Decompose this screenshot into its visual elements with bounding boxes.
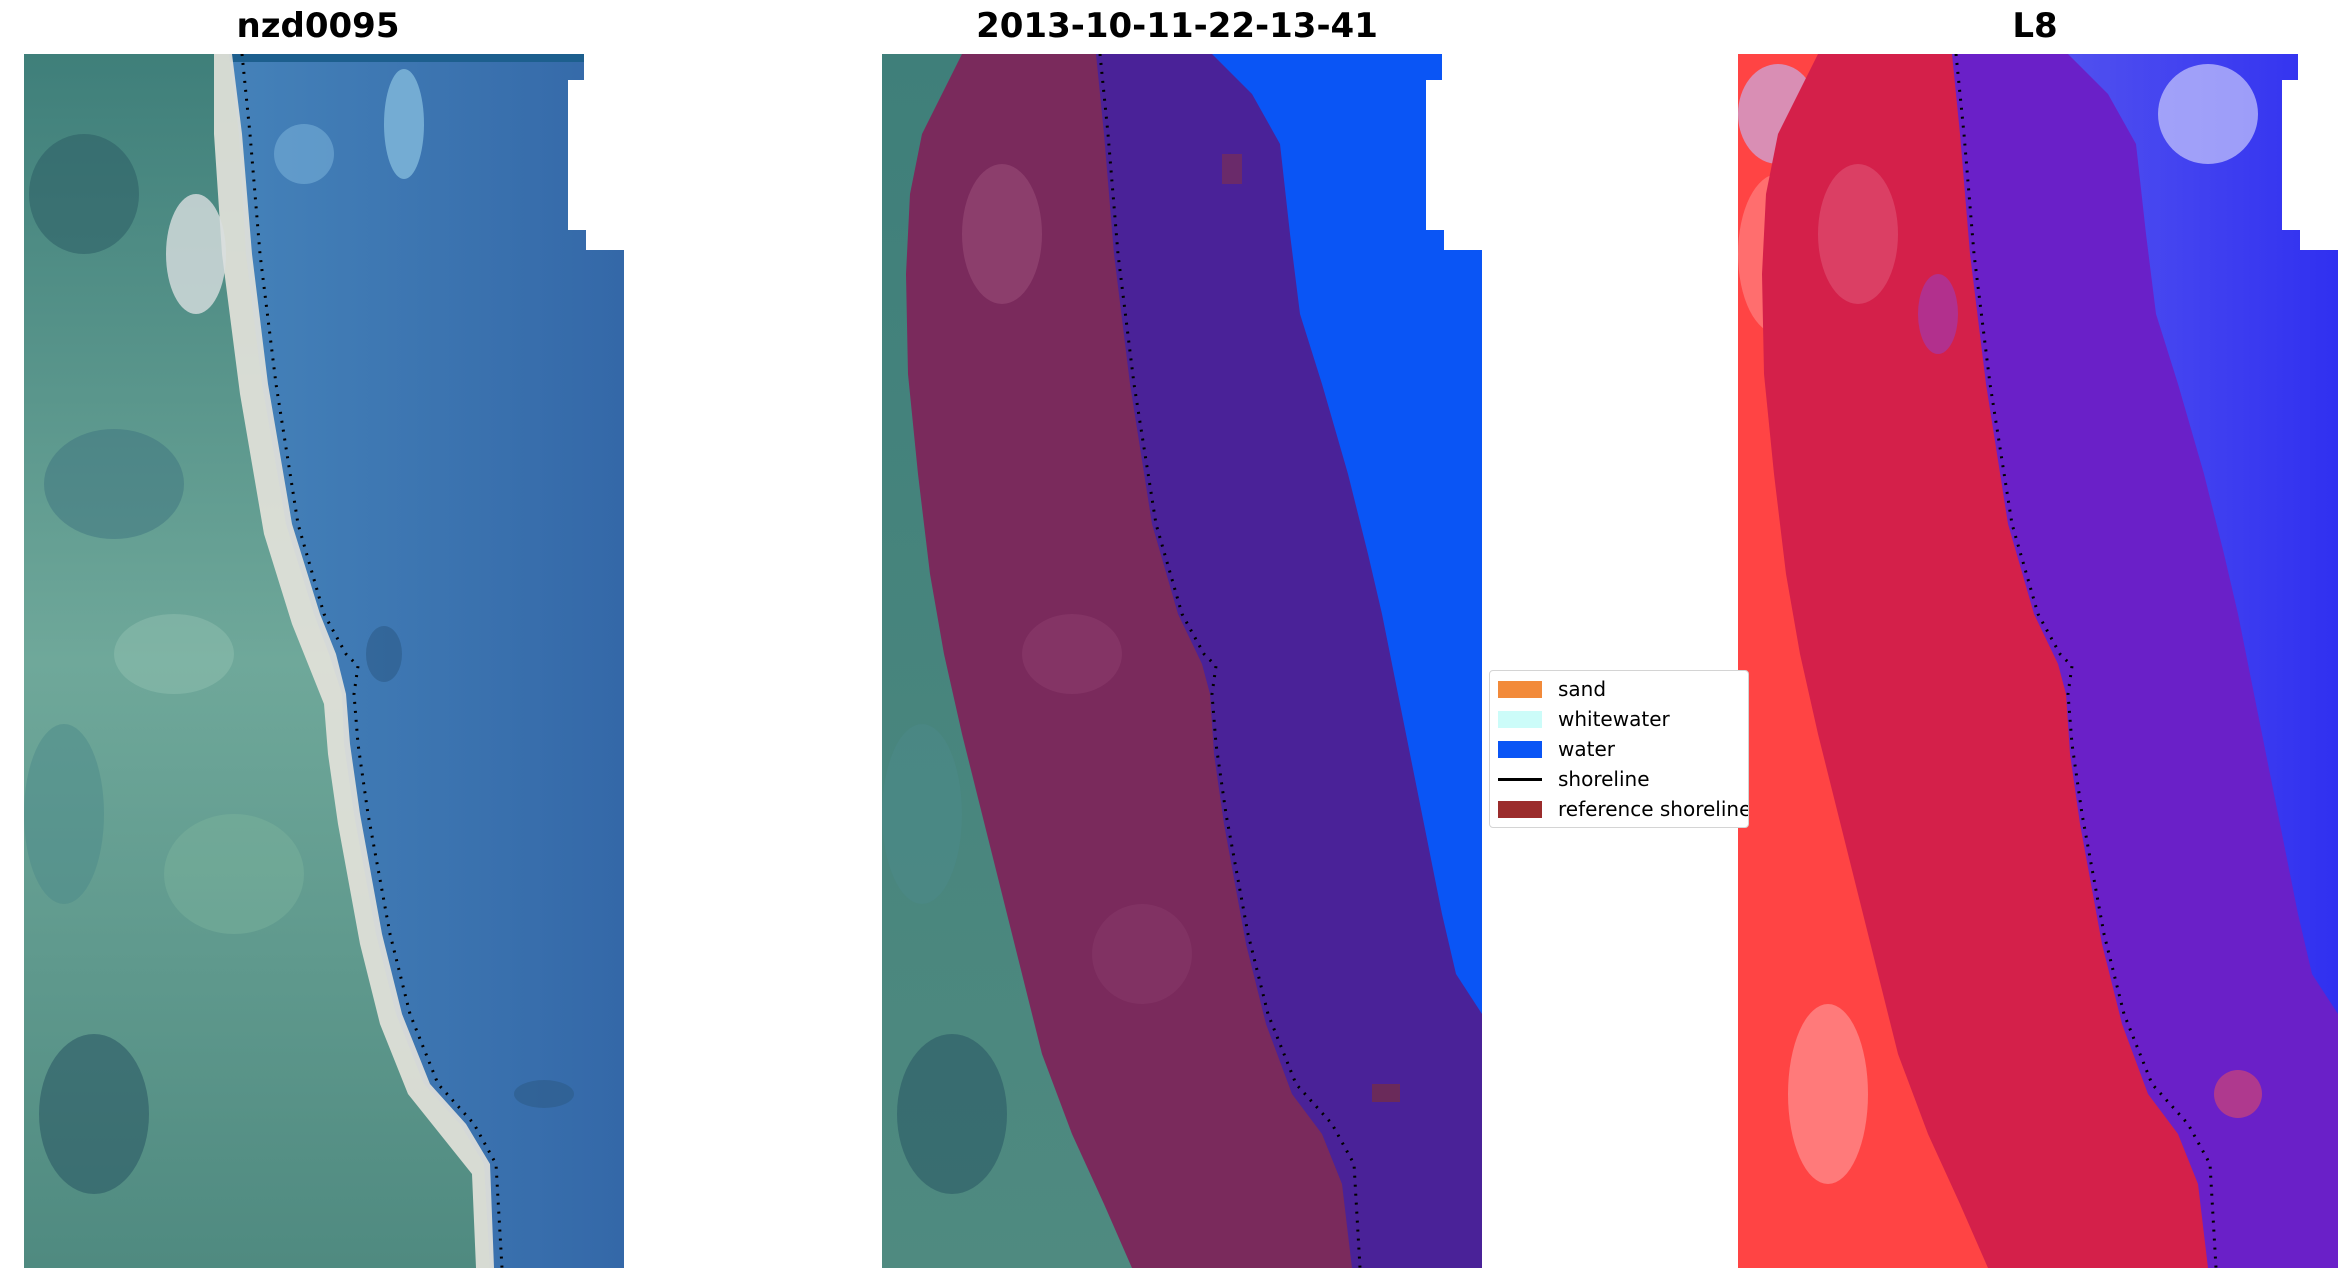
index-image bbox=[1738, 54, 2338, 1268]
legend-item-whitewater: whitewater bbox=[1498, 707, 1670, 731]
panel-title-index: L8 bbox=[2012, 6, 2058, 46]
panel-title-classified: 2013-10-11-22-13-41 bbox=[976, 6, 1378, 46]
legend-item-shoreline: shoreline bbox=[1498, 767, 1650, 791]
legend-label: water bbox=[1558, 737, 1615, 761]
legend-swatch-reference-shoreline bbox=[1498, 800, 1542, 818]
legend-label: shoreline bbox=[1558, 767, 1650, 791]
legend-swatch-sand bbox=[1498, 680, 1542, 698]
legend-swatch-whitewater bbox=[1498, 710, 1542, 728]
legend-swatch-water bbox=[1498, 740, 1542, 758]
legend-label: whitewater bbox=[1558, 707, 1670, 731]
legend-item-sand: sand bbox=[1498, 677, 1606, 701]
classified-image bbox=[882, 54, 1482, 1268]
shoreline-line bbox=[240, 54, 504, 1268]
legend-line-shoreline bbox=[1498, 777, 1542, 781]
legend: sand whitewater water shoreline referenc… bbox=[1489, 670, 1749, 828]
satellite-rgb-image bbox=[24, 54, 624, 1268]
legend-item-water: water bbox=[1498, 737, 1615, 761]
panel-title-rgb: nzd0095 bbox=[236, 6, 400, 46]
legend-label: reference shoreline bbox=[1558, 797, 1749, 821]
legend-item-reference-shoreline: reference shoreline bbox=[1498, 797, 1749, 821]
legend-label: sand bbox=[1558, 677, 1607, 701]
